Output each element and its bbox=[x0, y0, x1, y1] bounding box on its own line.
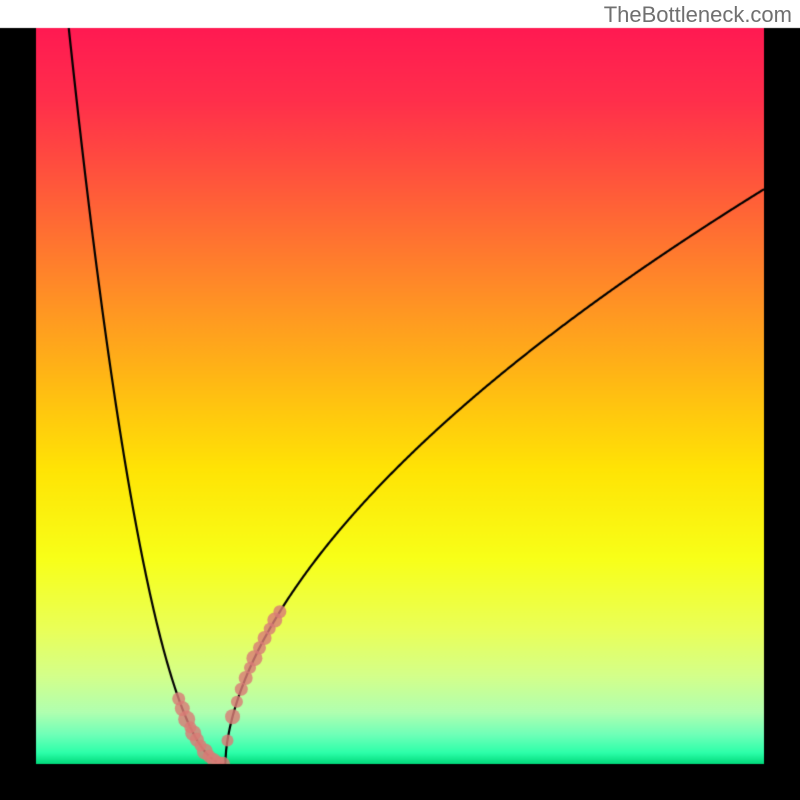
watermark-text: TheBottleneck.com bbox=[604, 2, 792, 28]
chart-stage: TheBottleneck.com bbox=[0, 0, 800, 800]
bottleneck-chart-canvas bbox=[0, 0, 800, 800]
